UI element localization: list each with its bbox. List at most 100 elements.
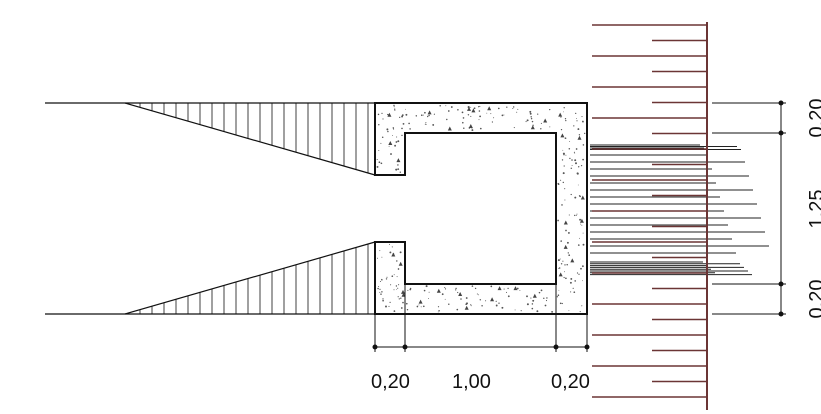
concrete-speckle — [571, 168, 572, 169]
concrete-speckle — [382, 136, 384, 138]
concrete-speckle — [445, 288, 446, 289]
concrete-speckle — [394, 289, 395, 290]
concrete-speckle — [386, 277, 387, 278]
concrete-speckle — [397, 140, 399, 142]
concrete-speckle — [446, 119, 447, 120]
concrete-speckle — [560, 117, 561, 118]
concrete-speckle — [563, 277, 564, 278]
concrete-speckle — [394, 109, 395, 110]
concrete-speckle — [532, 121, 533, 122]
concrete-speckle — [479, 106, 480, 107]
upper-wing-wall — [45, 103, 375, 175]
bottom-dim-label-middle: 1,00 — [452, 371, 491, 393]
concrete-speckle — [424, 112, 426, 114]
concrete-speckle — [398, 268, 400, 270]
concrete-speckle — [401, 128, 403, 130]
concrete-speckle — [398, 296, 399, 297]
concrete-speckle — [513, 106, 514, 107]
concrete-speckle — [571, 159, 573, 161]
concrete-speckle — [569, 141, 570, 142]
concrete-speckle — [396, 141, 398, 143]
concrete-speckle — [540, 128, 541, 129]
concrete-speckle — [428, 115, 429, 116]
concrete-speckle — [557, 183, 559, 185]
concrete-speckle — [573, 288, 574, 289]
concrete-speckle — [546, 300, 547, 301]
concrete-speckle — [457, 109, 459, 111]
concrete-speckle — [485, 300, 486, 301]
concrete-speckle — [379, 292, 380, 293]
concrete-speckle — [545, 305, 547, 307]
concrete-speckle — [530, 113, 532, 115]
concrete-speckle — [421, 306, 422, 307]
concrete-speckle — [578, 185, 579, 186]
concrete-speckle — [536, 310, 538, 312]
concrete-speckle — [470, 304, 471, 305]
concrete-speckle — [517, 288, 519, 290]
concrete-speckle — [580, 268, 582, 270]
concrete-speckle — [393, 127, 395, 128]
concrete-speckle — [515, 309, 516, 310]
concrete-speckle — [565, 120, 566, 121]
concrete-speckle — [574, 152, 575, 153]
concrete-speckle — [399, 117, 400, 118]
bottom-dim-label-right: 0,20 — [551, 371, 590, 393]
concrete-speckle — [439, 105, 441, 107]
concrete-speckle — [394, 106, 395, 107]
concrete-speckle — [565, 277, 567, 279]
concrete-speckle — [380, 143, 381, 144]
concrete-speckle — [564, 200, 565, 201]
concrete-speckle — [401, 135, 402, 136]
concrete-speckle — [577, 128, 579, 130]
concrete-speckle — [445, 105, 446, 106]
concrete-speckle — [456, 309, 458, 311]
concrete-speckle — [478, 106, 479, 107]
concrete-speckle — [506, 292, 507, 293]
concrete-speckle — [527, 303, 529, 305]
concrete-speckle — [530, 298, 531, 299]
concrete-speckle — [438, 310, 440, 312]
concrete-speckle — [577, 172, 579, 174]
concrete-speckle — [532, 308, 534, 310]
concrete-speckle — [527, 119, 529, 121]
concrete-speckle — [381, 291, 382, 292]
concrete-speckle — [393, 129, 394, 130]
concrete-speckle — [378, 124, 379, 125]
concrete-speckle — [558, 268, 559, 269]
concrete-speckle — [378, 286, 379, 287]
concrete-speckle — [532, 300, 534, 302]
concrete-speckle — [580, 224, 581, 225]
concrete-speckle — [570, 278, 572, 280]
concrete-speckle — [408, 123, 410, 125]
concrete-speckle — [506, 107, 507, 108]
concrete-speckle — [394, 274, 395, 275]
concrete-speckle — [424, 290, 426, 292]
concrete-speckle — [470, 107, 471, 108]
concrete-speckle — [463, 117, 465, 119]
concrete-speckle — [568, 252, 569, 253]
concrete-speckle — [382, 300, 384, 302]
concrete-speckle — [579, 219, 581, 221]
concrete-speckle — [567, 242, 569, 244]
concrete-speckle — [559, 290, 560, 291]
concrete-speckle — [562, 303, 563, 304]
concrete-speckle — [569, 148, 571, 150]
concrete-speckle — [393, 105, 394, 106]
concrete-speckle — [394, 145, 396, 147]
concrete-speckle — [390, 153, 392, 155]
concrete-speckle — [417, 306, 419, 308]
concrete-speckle — [549, 109, 550, 110]
concrete-speckle — [576, 120, 577, 121]
concrete-speckle — [565, 230, 567, 232]
concrete-speckle — [582, 280, 583, 281]
concrete-speckle — [546, 297, 547, 298]
concrete-speckle — [486, 113, 487, 114]
concrete-speckle — [496, 305, 498, 307]
concrete-speckle — [457, 292, 458, 293]
concrete-speckle — [382, 298, 383, 299]
concrete-speckle — [503, 115, 504, 116]
concrete-speckle — [502, 115, 504, 117]
concrete-speckle — [377, 288, 379, 290]
concrete-speckle — [403, 123, 405, 125]
concrete-speckle — [549, 126, 550, 127]
